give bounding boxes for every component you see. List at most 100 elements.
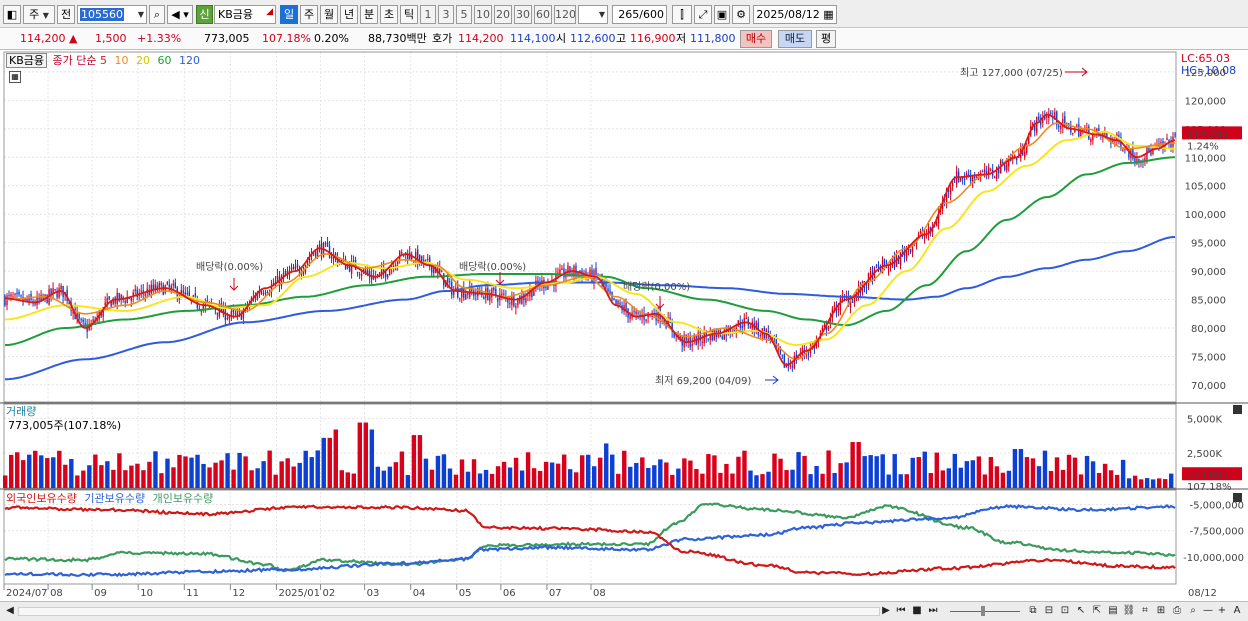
pointer-icon[interactable]: ⇱ bbox=[1092, 605, 1102, 616]
eval-button[interactable]: 평 bbox=[816, 30, 836, 48]
grid-icon[interactable]: ⊞ bbox=[1156, 605, 1166, 616]
volume-bar bbox=[598, 457, 603, 488]
fast-forward-icon[interactable]: ⏭ bbox=[928, 605, 938, 616]
volume-bar bbox=[279, 461, 284, 488]
interval-5[interactable]: 5 bbox=[456, 5, 472, 24]
candle-body bbox=[1054, 112, 1056, 119]
volume-bar bbox=[87, 465, 92, 488]
foreign-legend[interactable]: 외국인보유수량 bbox=[6, 492, 77, 505]
window-split-icon[interactable]: ⊟ bbox=[1044, 605, 1054, 616]
ma10-legend[interactable]: 10 bbox=[114, 54, 129, 67]
volume-bar bbox=[231, 469, 236, 488]
candle-body bbox=[423, 259, 425, 263]
chart-type-icon[interactable]: ⫿ bbox=[672, 5, 692, 24]
tab-minute[interactable]: 분 bbox=[360, 5, 378, 24]
ma60-legend[interactable]: 60 bbox=[157, 54, 172, 67]
window-icon[interactable]: ◧ bbox=[3, 5, 21, 24]
zoom-in-button[interactable]: + bbox=[1217, 605, 1227, 616]
candle-body bbox=[961, 177, 964, 179]
tab-week[interactable]: 주 bbox=[300, 5, 318, 24]
volume-bar bbox=[63, 464, 68, 488]
volume-bar bbox=[640, 457, 645, 488]
volume-bar bbox=[952, 453, 958, 488]
tab-day[interactable]: 일 bbox=[280, 5, 298, 24]
high-annotation: 최고 127,000 (07/25) bbox=[960, 67, 1063, 79]
interval-1[interactable]: 1 bbox=[420, 5, 436, 24]
copy-icon[interactable]: ⧉ bbox=[1029, 605, 1037, 616]
date-input[interactable]: 2025/08/12 ▦ bbox=[753, 5, 837, 24]
ma-legend-label[interactable]: 종가 단순 bbox=[52, 54, 97, 67]
candle-body bbox=[419, 255, 421, 264]
tab-year[interactable]: 년 bbox=[340, 5, 358, 24]
link-icon[interactable]: ⛓ bbox=[1122, 605, 1136, 616]
volume-bar bbox=[814, 465, 819, 488]
search-icon[interactable]: ⌕ bbox=[149, 5, 165, 24]
layout-icon[interactable]: ▤ bbox=[1108, 605, 1118, 616]
period-select[interactable]: 주 ▼ bbox=[23, 5, 55, 24]
rewind-icon[interactable]: ⏮ bbox=[896, 605, 906, 616]
candle-body bbox=[907, 247, 910, 251]
sell-button[interactable]: 매도 bbox=[778, 30, 812, 48]
grid-toggle-icon[interactable]: ▦ bbox=[9, 71, 21, 83]
volume-title[interactable]: 거래량 bbox=[6, 405, 37, 418]
code-input[interactable]: 105560 ▼ bbox=[77, 5, 147, 24]
bar-count-input[interactable]: 265/600 bbox=[612, 5, 667, 24]
interval-60[interactable]: 60 bbox=[534, 5, 552, 24]
custom-interval-select[interactable]: ▼ bbox=[578, 5, 608, 24]
candle-body bbox=[222, 305, 225, 315]
volume-bar bbox=[838, 463, 843, 488]
stock-chart[interactable]: 125,000120,000115,000110,000105,000100,0… bbox=[0, 50, 1248, 601]
save-icon[interactable]: ▣ bbox=[714, 5, 730, 24]
candle-body bbox=[406, 254, 409, 260]
zoom-slider[interactable] bbox=[950, 611, 1020, 612]
volume-bar bbox=[1006, 470, 1012, 488]
individual-legend[interactable]: 개인보유수량 bbox=[152, 492, 214, 505]
volume-bar bbox=[459, 459, 465, 488]
close-icon[interactable] bbox=[1233, 405, 1242, 414]
ma20-legend[interactable]: 20 bbox=[135, 54, 150, 67]
overlay-icon[interactable]: ⊡ bbox=[1060, 605, 1070, 616]
arrow-right-icon[interactable]: ▶ bbox=[882, 605, 890, 616]
tab-second[interactable]: 초 bbox=[380, 5, 398, 24]
zoom-out-button[interactable]: — bbox=[1203, 605, 1213, 616]
interval-3[interactable]: 3 bbox=[438, 5, 454, 24]
compare-chart-icon[interactable]: ⤢ bbox=[694, 5, 712, 24]
font-button[interactable]: A bbox=[1233, 605, 1241, 616]
close-icon[interactable] bbox=[1233, 493, 1242, 502]
compare-button[interactable]: 전 bbox=[57, 5, 75, 24]
interval-30[interactable]: 30 bbox=[514, 5, 532, 24]
price-tick-label: 100,000 bbox=[1185, 210, 1226, 221]
gear-icon[interactable]: ⚙ bbox=[732, 5, 750, 24]
crop-icon[interactable]: ⌗ bbox=[1142, 605, 1148, 616]
zoom-slider-thumb[interactable] bbox=[981, 606, 985, 616]
candle-body bbox=[569, 266, 571, 274]
interval-10[interactable]: 10 bbox=[474, 5, 492, 24]
candle-body bbox=[869, 272, 872, 275]
volume-bar bbox=[784, 470, 789, 488]
price-axis: 125,000120,000115,000110,000105,000100,0… bbox=[1185, 68, 1226, 392]
holdings-tick-label: -10,000,000 bbox=[1183, 553, 1244, 564]
search-icon[interactable]: ⌕ bbox=[1190, 605, 1196, 616]
candle-body bbox=[334, 253, 337, 257]
candle-body bbox=[400, 252, 403, 254]
print-icon[interactable]: ⎙ bbox=[1173, 605, 1181, 616]
candle-body bbox=[645, 319, 647, 322]
institution-legend[interactable]: 기관보유수량 bbox=[84, 492, 146, 505]
cursor-icon[interactable]: ↖ bbox=[1076, 605, 1086, 616]
candle-body bbox=[384, 270, 387, 277]
interval-120[interactable]: 120 bbox=[554, 5, 576, 24]
candle-body bbox=[459, 297, 461, 299]
ma5-legend[interactable]: 5 bbox=[99, 54, 107, 67]
interval-20[interactable]: 20 bbox=[494, 5, 512, 24]
scroll-track[interactable] bbox=[18, 607, 880, 616]
speaker-icon[interactable]: ◀ ▾ bbox=[167, 5, 193, 24]
stop-icon[interactable]: ■ bbox=[912, 605, 922, 616]
stock-legend-item[interactable]: KB금융 bbox=[6, 53, 47, 68]
stock-name-field[interactable]: KB금융 ◢ bbox=[214, 5, 276, 24]
ma120-legend[interactable]: 120 bbox=[178, 54, 200, 67]
arrow-left-icon[interactable]: ◀ bbox=[6, 605, 14, 616]
buy-button[interactable]: 매수 bbox=[740, 30, 772, 48]
tab-tick[interactable]: 틱 bbox=[400, 5, 418, 24]
candle-body bbox=[847, 297, 850, 306]
tab-month[interactable]: 월 bbox=[320, 5, 338, 24]
